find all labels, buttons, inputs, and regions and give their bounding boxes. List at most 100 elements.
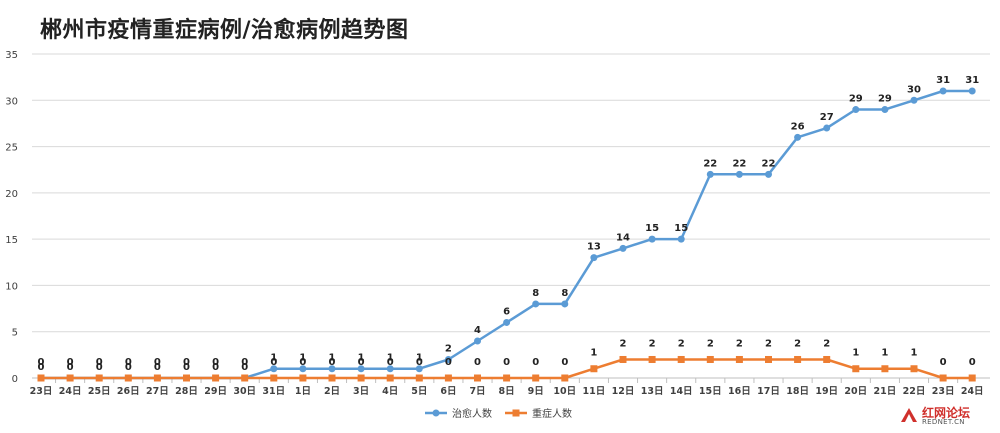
data-point xyxy=(503,374,511,382)
data-label: 26 xyxy=(791,121,805,132)
data-label: 0 xyxy=(561,357,568,368)
data-label: 22 xyxy=(703,158,717,169)
data-point xyxy=(590,365,598,373)
data-label: 0 xyxy=(241,362,248,373)
data-label: 0 xyxy=(183,357,190,368)
data-label: 22 xyxy=(732,158,746,169)
data-label: 0 xyxy=(125,357,132,368)
data-point xyxy=(968,374,976,382)
x-tick-label: 28日 xyxy=(175,386,198,397)
x-tick-label: 31日 xyxy=(262,386,285,397)
data-label: 1 xyxy=(911,348,918,359)
data-label: 31 xyxy=(936,75,950,86)
data-point xyxy=(794,355,802,363)
x-tick-label: 2日 xyxy=(324,386,340,397)
data-label: 0 xyxy=(183,362,190,373)
data-label: 29 xyxy=(878,94,892,105)
x-tick-label: 23日 xyxy=(932,386,955,397)
data-point xyxy=(561,300,569,308)
data-label: 14 xyxy=(616,232,630,243)
data-label: 0 xyxy=(212,362,219,373)
data-label: 0 xyxy=(329,357,336,368)
data-point xyxy=(270,365,278,373)
data-label: 2 xyxy=(794,338,801,349)
data-point xyxy=(648,355,656,363)
data-label: 0 xyxy=(96,362,103,373)
x-tick-label: 9日 xyxy=(528,386,544,397)
legend-label-1: 重症人数 xyxy=(532,407,572,420)
x-tick-label: 21日 xyxy=(874,386,897,397)
x-tick-label: 22日 xyxy=(903,386,926,397)
data-label: 2 xyxy=(678,338,685,349)
x-tick-label: 24日 xyxy=(961,386,984,397)
x-tick-label: 17日 xyxy=(757,386,780,397)
data-point xyxy=(910,365,918,373)
data-point xyxy=(183,374,190,382)
data-point xyxy=(299,365,307,373)
x-tick-label: 3日 xyxy=(353,386,369,397)
data-label: 0 xyxy=(67,362,74,373)
data-point xyxy=(881,106,889,114)
x-tick-label: 4日 xyxy=(382,386,398,397)
data-label: 0 xyxy=(241,357,248,368)
data-label: 1 xyxy=(299,353,306,364)
data-point xyxy=(124,374,132,382)
data-label: 0 xyxy=(387,357,394,368)
data-label: 0 xyxy=(940,357,947,368)
data-label: 22 xyxy=(762,158,776,169)
x-tick-label: 12日 xyxy=(612,386,635,397)
y-tick-label: 15 xyxy=(5,235,18,246)
chart-title: 郴州市疫情重症病例/治愈病例趋势图 xyxy=(40,18,409,43)
y-tick-label: 10 xyxy=(5,281,18,292)
y-tick-label: 30 xyxy=(5,96,18,107)
x-tick-label: 23日 xyxy=(30,386,53,397)
data-point xyxy=(444,355,452,363)
data-label: 1 xyxy=(852,348,859,359)
data-label: 15 xyxy=(645,223,659,234)
data-label: 0 xyxy=(416,357,423,368)
x-tick-label: 13日 xyxy=(641,386,664,397)
y-tick-label: 5 xyxy=(12,328,18,339)
x-tick-label: 6日 xyxy=(440,386,456,397)
data-label: 31 xyxy=(965,75,979,86)
data-point xyxy=(939,87,947,95)
data-label: 0 xyxy=(445,357,452,368)
data-label: 0 xyxy=(212,357,219,368)
rednet-logo-icon xyxy=(901,408,917,422)
data-label: 8 xyxy=(532,288,539,299)
data-label: 0 xyxy=(270,357,277,368)
data-label: 2 xyxy=(707,338,714,349)
data-label: 30 xyxy=(907,84,921,95)
legend-label-0: 治愈人数 xyxy=(452,407,492,420)
data-point xyxy=(503,318,511,326)
data-point xyxy=(677,355,685,363)
data-point xyxy=(386,365,394,373)
data-label: 2 xyxy=(649,338,656,349)
x-tick-label: 29日 xyxy=(204,386,227,397)
data-point xyxy=(474,374,481,382)
y-tick-label: 20 xyxy=(5,189,18,200)
data-label: 0 xyxy=(67,357,74,368)
data-point xyxy=(299,374,307,382)
data-label: 1 xyxy=(881,348,888,359)
data-label: 1 xyxy=(416,353,423,364)
data-point xyxy=(386,374,394,382)
data-label: 0 xyxy=(154,362,161,373)
data-point xyxy=(561,374,569,382)
data-label: 0 xyxy=(299,357,306,368)
data-label: 1 xyxy=(270,353,277,364)
x-tick-label: 19日 xyxy=(815,386,838,397)
x-tick-label: 24日 xyxy=(59,386,82,397)
data-point xyxy=(212,374,220,382)
data-label: 2 xyxy=(620,338,627,349)
data-point xyxy=(95,374,103,382)
data-label: 0 xyxy=(38,357,45,368)
data-label: 0 xyxy=(503,357,510,368)
data-point xyxy=(270,374,278,382)
data-point xyxy=(328,374,336,382)
data-label: 13 xyxy=(587,242,601,253)
data-point xyxy=(677,235,685,243)
data-point xyxy=(474,337,481,345)
data-label: 0 xyxy=(532,357,539,368)
